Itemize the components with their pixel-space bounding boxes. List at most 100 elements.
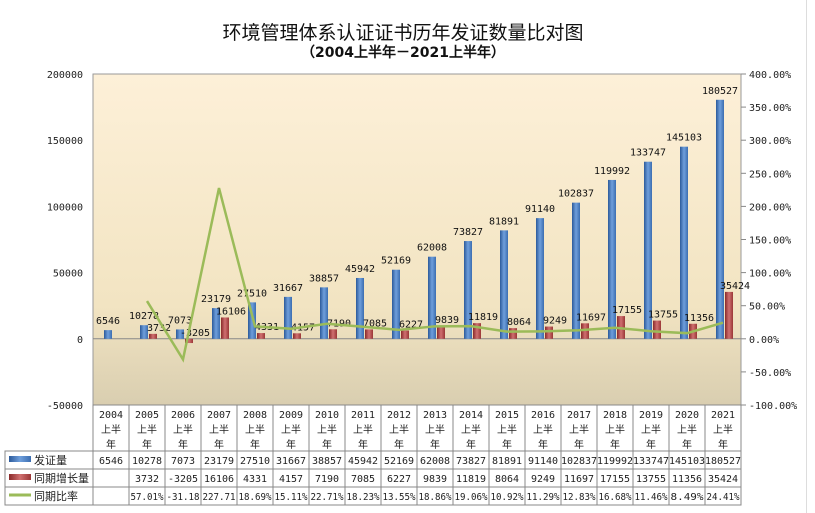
- table-cell-issued: 102837: [561, 456, 597, 467]
- bar-issued-label: 119992: [594, 166, 630, 177]
- table-half-label: 上半: [389, 423, 409, 436]
- table-cell-issued: 180527: [705, 456, 741, 467]
- bar-issued-label: 81891: [489, 216, 519, 227]
- table-cell-issued: 91140: [528, 456, 558, 467]
- bar-growth-label: 7085: [363, 318, 387, 329]
- bar-issued: [212, 308, 220, 339]
- table-half-label: 年: [574, 438, 584, 451]
- table-half-label: 上半: [605, 423, 625, 436]
- table-half-label: 上半: [101, 423, 121, 436]
- table-cell-issued: 45942: [348, 456, 378, 467]
- bar-growth-label: 16106: [216, 306, 246, 317]
- table-half-label: 年: [322, 438, 332, 451]
- bar-issued: [680, 146, 688, 339]
- bar-growth: [725, 291, 733, 339]
- table-year-label: 2014: [459, 410, 483, 421]
- table-half-label: 年: [646, 438, 656, 451]
- table-cell-ratio: 57.01%: [131, 492, 164, 503]
- bar-growth: [329, 329, 337, 339]
- table-half-label: 上半: [281, 423, 301, 436]
- table-year-label: 2006: [171, 410, 195, 421]
- table-half-label: 上半: [641, 423, 661, 436]
- bar-issued: [176, 329, 184, 339]
- table-cell-issued: 62008: [420, 456, 450, 467]
- right-axis-tick-label: 350.00%: [749, 103, 791, 114]
- table-cell-growth: 13755: [636, 474, 666, 485]
- table-half-label: 年: [286, 438, 296, 451]
- right-axis-tick-label: 150.00%: [749, 236, 791, 247]
- bar-issued: [572, 202, 580, 339]
- chart-title: 环境管理体系认证证书历年发证数量比对图: [222, 22, 584, 44]
- bar-growth: [545, 326, 553, 339]
- table-cell-ratio: 10.92%: [491, 492, 524, 503]
- table-half-label: 上半: [713, 423, 733, 436]
- table-half-label: 上半: [461, 423, 481, 436]
- bar-issued: [320, 287, 328, 339]
- table-half-label: 上半: [677, 423, 697, 436]
- table-year-label: 2005: [135, 410, 159, 421]
- table-year-label: 2004: [99, 410, 123, 421]
- table-cell-growth: 3732: [135, 474, 159, 485]
- table-cell-issued: 52169: [384, 456, 414, 467]
- table-half-label: 年: [538, 438, 548, 451]
- table-year-label: 2020: [675, 410, 699, 421]
- table-year-label: 2021: [711, 410, 735, 421]
- table-cell-ratio: 19.06%: [455, 492, 488, 503]
- bar-issued: [428, 256, 436, 339]
- plot-area: [92, 73, 742, 406]
- table-cell-ratio: 12.83%: [563, 492, 596, 503]
- table-half-label: 上半: [317, 423, 337, 436]
- table-year-label: 2019: [639, 410, 663, 421]
- table-year-label: 2017: [567, 410, 591, 421]
- table-cell-growth: 9839: [423, 474, 447, 485]
- bar-issued: [104, 330, 112, 339]
- bar-issued-label: 6546: [96, 316, 120, 327]
- bar-issued-label: 7073: [168, 315, 192, 326]
- right-axis-tick-label: 400.00%: [749, 70, 791, 81]
- table-cell-ratio: 18.69%: [239, 492, 272, 503]
- table-half-label: 上半: [353, 423, 373, 436]
- bar-growth: [293, 333, 301, 339]
- table-cell-issued: 119992: [597, 456, 633, 467]
- table-cell-ratio: 18.23%: [347, 492, 380, 503]
- bar-growth-label: 9839: [435, 315, 459, 326]
- table-cell-issued: 27510: [240, 456, 270, 467]
- bar-growth-label: 9249: [543, 316, 567, 327]
- bar-issued: [608, 179, 616, 339]
- table-cell-growth: 4331: [243, 474, 267, 485]
- table-cell-issued: 31667: [276, 456, 306, 467]
- table-year-label: 2010: [315, 410, 339, 421]
- table-cell-ratio: 11.29%: [527, 492, 560, 503]
- bar-growth-label: 8064: [507, 317, 531, 328]
- table-half-label: 年: [430, 438, 440, 451]
- left-axis-tick-label: -50000: [47, 401, 83, 412]
- table-half-label: 年: [394, 438, 404, 451]
- table-cell-issued: 81891: [492, 456, 522, 467]
- table-cell-ratio: 24.41%: [707, 492, 740, 503]
- bar-growth-label: 6227: [399, 320, 423, 331]
- bar-growth-label: 11819: [468, 312, 498, 323]
- legend-label: 发证量: [34, 453, 67, 467]
- bar-issued: [500, 230, 508, 339]
- bar-issued: [536, 218, 544, 339]
- table-cell-issued: 38857: [312, 456, 342, 467]
- bar-issued-label: 180527: [702, 86, 738, 97]
- table-half-label: 年: [718, 438, 728, 451]
- table-year-label: 2012: [387, 410, 411, 421]
- table-cell-ratio: 8.49%: [671, 492, 704, 503]
- table-year-label: 2011: [351, 410, 375, 421]
- table-cell-ratio: 15.11%: [275, 492, 308, 503]
- bar-growth-label: 11697: [576, 312, 606, 323]
- bar-growth-label: 3732: [147, 323, 171, 334]
- table-half-label: 年: [214, 438, 224, 451]
- table-cell-growth: 11819: [456, 474, 486, 485]
- bar-growth-label: 17155: [612, 305, 642, 316]
- bar-issued-label: 73827: [453, 227, 483, 238]
- table-cell-issued: 145103: [669, 456, 705, 467]
- bar-growth: [257, 333, 265, 339]
- bar-growth: [365, 329, 373, 339]
- bar-issued-label: 27510: [237, 288, 267, 299]
- legend-label: 同期增长量: [34, 471, 89, 485]
- table-cell-growth: -3205: [168, 474, 198, 485]
- bar-growth: [653, 320, 661, 339]
